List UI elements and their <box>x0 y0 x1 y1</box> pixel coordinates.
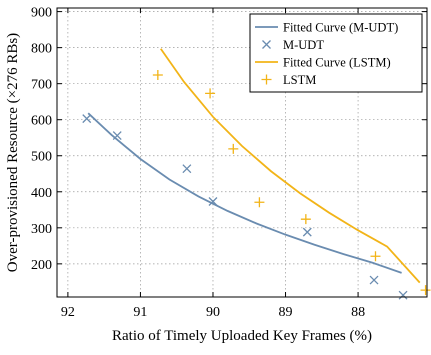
legend: Fitted Curve (M-UDT) M-UDT Fitted Curve (L… <box>249 13 423 93</box>
data-point <box>398 290 408 300</box>
y-tick-label: 300 <box>31 222 52 237</box>
data-point <box>208 197 218 206</box>
y-tick-label: 700 <box>31 78 52 93</box>
data-point <box>254 197 265 208</box>
data-point <box>152 70 163 81</box>
data-point <box>228 143 239 154</box>
data-point <box>262 40 271 49</box>
series-points-lstm <box>152 70 431 296</box>
x-tick-label: 90 <box>206 305 220 320</box>
y-tick-label: 500 <box>31 150 52 165</box>
legend-entry: Fitted Curve (M-UDT) <box>255 21 398 35</box>
legend-entry: Fitted Curve (LSTM) <box>255 56 391 70</box>
series-layer <box>82 48 431 300</box>
tick-layer: 92 91 90 89 88 200 300 400 500 600 700 800 900 <box>31 6 427 320</box>
data-point <box>261 74 272 85</box>
y-tick-label: 400 <box>31 186 52 201</box>
legend-label: M-UDT <box>283 38 324 52</box>
legend-label: Fitted Curve (M-UDT) <box>283 21 398 35</box>
data-point <box>302 227 312 237</box>
y-tick-label: 800 <box>31 42 52 57</box>
y-tick-label: 900 <box>31 6 52 21</box>
y-tick-label: 200 <box>31 258 52 273</box>
legend-box <box>249 13 423 93</box>
legend-label: LSTM <box>283 73 316 87</box>
series-line-fitted-curve-lstm <box>160 48 421 284</box>
y-tick-label: 600 <box>31 114 52 129</box>
plot-frame <box>56 7 428 298</box>
data-point <box>370 251 381 262</box>
data-point <box>112 131 122 141</box>
data-point <box>182 164 192 174</box>
y-axis-title: Over-provisioned Resource (×276 RBs) <box>5 33 21 272</box>
series-line-fitted-curve-m-udt <box>87 112 402 274</box>
data-point <box>420 285 431 296</box>
legend-entry: M-UDT <box>262 38 324 52</box>
x-axis-title: Ratio of Timely Uploaded Key Frames (%) <box>112 328 372 344</box>
legend-items: Fitted Curve (M-UDT) M-UDT Fitted Curve (L… <box>255 21 398 87</box>
legend-label: Fitted Curve (LSTM) <box>283 56 391 70</box>
legend-entry: LSTM <box>261 73 316 87</box>
x-tick-label: 89 <box>279 305 293 320</box>
data-point <box>300 214 311 225</box>
data-point <box>205 88 216 99</box>
data-point <box>369 275 379 285</box>
data-point <box>82 114 92 124</box>
series-points-m-udt <box>82 114 408 300</box>
x-tick-label: 88 <box>351 305 365 320</box>
x-tick-label: 92 <box>61 305 75 320</box>
x-tick-label: 91 <box>133 305 147 320</box>
